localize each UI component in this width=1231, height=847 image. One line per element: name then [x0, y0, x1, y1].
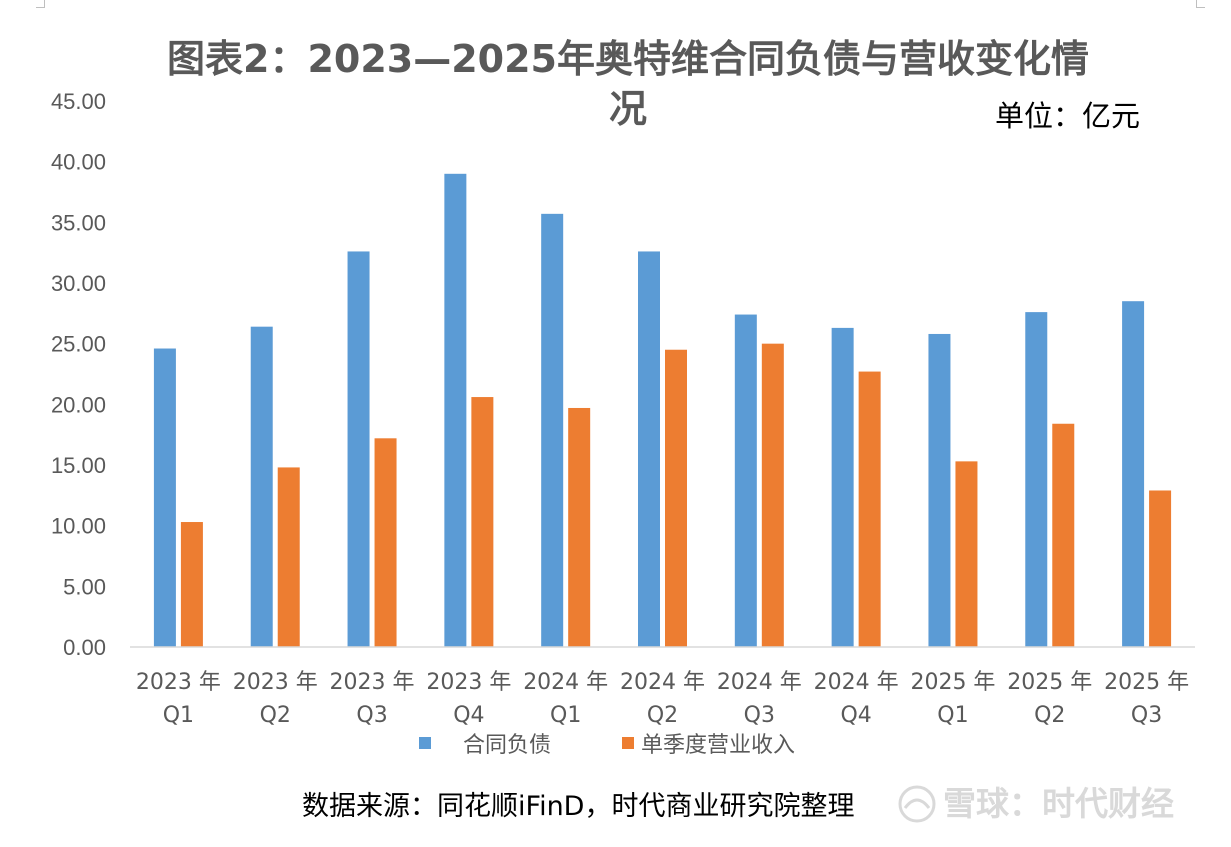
x-tick-label: Q4 [840, 703, 871, 728]
y-axis-ticks: 0.00 5.00 10.00 15.00 20.00 25.00 30.00 35.00 40… [51, 89, 106, 660]
x-tick-label: 2025 年 [1104, 670, 1189, 695]
x-tick-label: Q3 [1131, 703, 1162, 728]
watermark-text: 雪球：时代财经 [943, 784, 1174, 823]
x-tick-label: 2024 年 [620, 670, 705, 695]
x-tick-label: Q1 [937, 703, 968, 728]
watermark: 雪球：时代财经 [898, 784, 1174, 823]
legend-swatch-quarterly-revenue [622, 737, 634, 749]
x-tick-label: 2023 年 [233, 670, 318, 695]
x-tick-label: Q3 [744, 703, 775, 728]
x-tick-label: Q2 [647, 703, 678, 728]
bar-contract-liabilities [638, 251, 660, 647]
bar-quarterly-revenue [665, 349, 687, 647]
x-tick-label: 2024 年 [523, 670, 608, 695]
x-tick-label: 2024 年 [814, 670, 899, 695]
bar-contract-liabilities [250, 326, 273, 647]
x-tick-label: 2024 年 [717, 670, 802, 695]
bar-quarterly-revenue [858, 371, 881, 647]
x-tick-label: Q2 [260, 703, 291, 728]
snowball-logo-icon [898, 785, 936, 823]
legend-label-contract-liabilities: 合同负债 [463, 733, 551, 758]
x-tick-label: 2023 年 [330, 670, 415, 695]
bar-contract-liabilities [347, 251, 370, 647]
y-tick-label: 20.00 [51, 392, 106, 417]
bar-quarterly-revenue [374, 438, 397, 647]
x-tick-label: Q1 [163, 703, 194, 728]
bar-quarterly-revenue [277, 467, 300, 647]
y-tick-label: 25.00 [51, 332, 106, 357]
legend: 合同负债 单季度营业收入 [419, 733, 795, 758]
legend-swatch-contract-liabilities [419, 737, 431, 749]
bar-quarterly-revenue [180, 522, 203, 647]
x-tick-label: 2023 年 [426, 670, 511, 695]
bar-contract-liabilities [444, 173, 467, 648]
bar-quarterly-revenue [568, 407, 591, 647]
legend-label-quarterly-revenue: 单季度营业收入 [641, 733, 795, 758]
x-tick-label: Q2 [1034, 703, 1065, 728]
unit-label: 单位：亿元 [995, 99, 1140, 133]
x-tick-label: 2023 年 [136, 670, 221, 695]
bar-quarterly-revenue [471, 397, 494, 647]
y-tick-label: 30.00 [51, 271, 106, 296]
y-tick-label: 45.00 [51, 89, 106, 114]
chart-title-line-1: 图表2：2023—2025年奥特维合同负债与营收变化情 [167, 37, 1089, 81]
y-tick-label: 15.00 [51, 453, 106, 478]
bars [153, 173, 1172, 648]
bar-quarterly-revenue [1052, 423, 1075, 647]
y-tick-label: 40.00 [51, 150, 106, 175]
bar-contract-liabilities [734, 314, 757, 647]
corner-mark-right [1196, 0, 1205, 8]
x-tick-label: Q3 [356, 703, 387, 728]
y-tick-label: 35.00 [51, 210, 106, 235]
bar-contract-liabilities [831, 327, 854, 647]
x-axis-ticks: 2023 年 Q1 2023 年 Q2 2023 年 Q3 2023 年 Q4 2024 年 Q1… [136, 670, 1189, 728]
bar-contract-liabilities [541, 213, 564, 647]
source-note: 数据来源：同花顺iFinD，时代商业研究院整理 [302, 791, 854, 822]
bar-contract-liabilities [153, 348, 176, 647]
y-tick-label: 0.00 [63, 635, 106, 660]
bar-quarterly-revenue [761, 343, 784, 647]
x-tick-label: 2025 年 [1007, 670, 1092, 695]
x-tick-label: 2025 年 [910, 670, 995, 695]
x-tick-label: Q1 [550, 703, 581, 728]
bar-contract-liabilities [1025, 312, 1048, 647]
corner-mark-left [36, 0, 45, 8]
bar-quarterly-revenue [955, 461, 978, 647]
y-tick-label: 5.00 [63, 574, 106, 599]
bar-quarterly-revenue [1149, 490, 1172, 647]
y-tick-label: 10.00 [51, 514, 106, 539]
bar-contract-liabilities [1122, 301, 1145, 647]
x-tick-label: Q4 [453, 703, 484, 728]
chart-title-line-2: 况 [609, 87, 647, 131]
bar-contract-liabilities [928, 333, 951, 647]
